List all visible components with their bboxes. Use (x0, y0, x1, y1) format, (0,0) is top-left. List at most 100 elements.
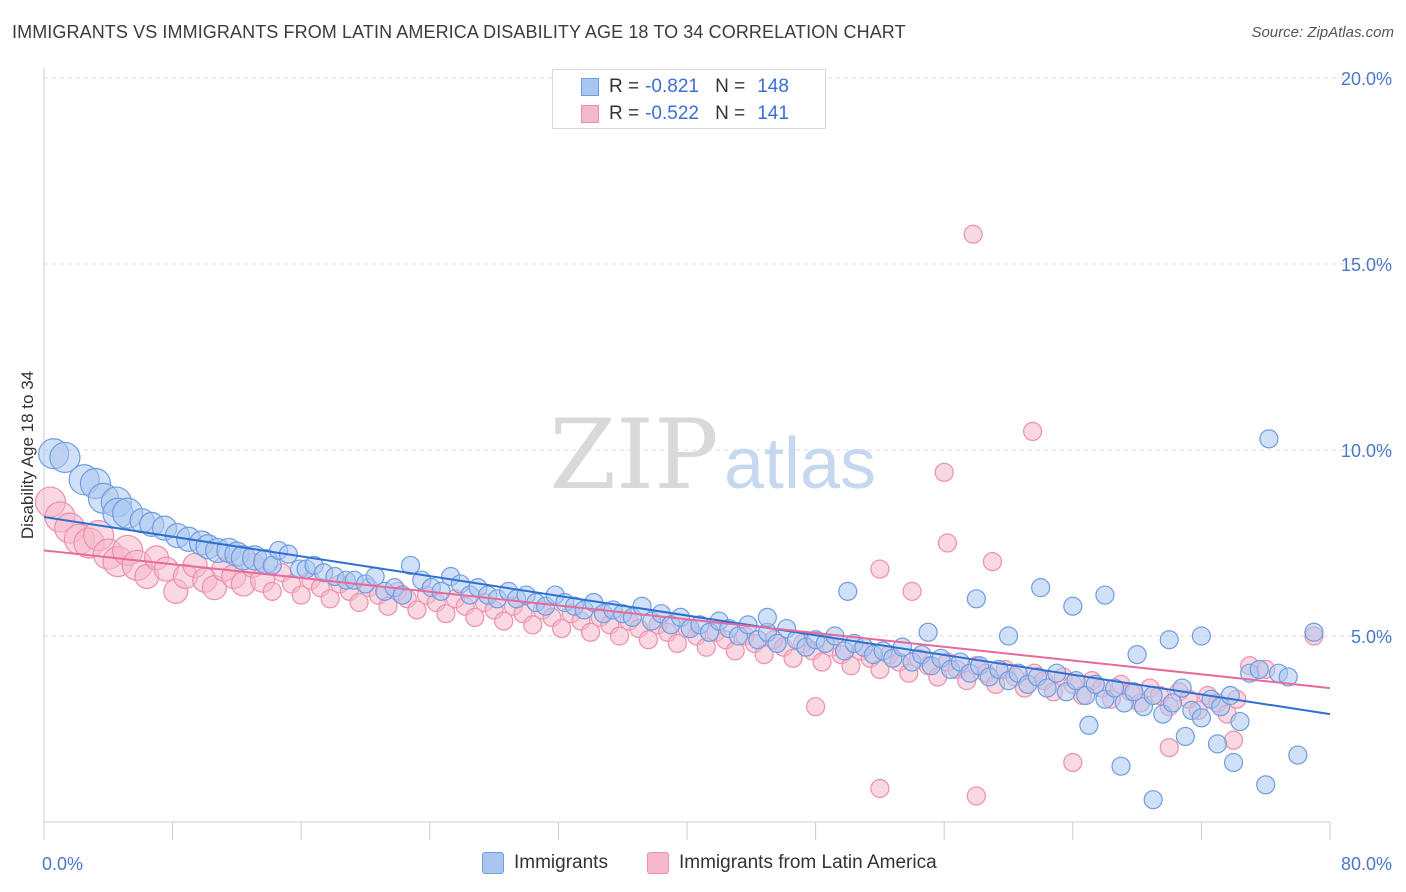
latin-america-point (902, 581, 922, 601)
immigrants-point (1220, 685, 1240, 706)
x-tick-label: 80.0% (1341, 854, 1392, 874)
n-label: N = (715, 103, 746, 124)
correlation-legend: R = -0.821 N = 148 R = -0.522 N = 141 (552, 69, 826, 129)
latin-america-point (436, 604, 456, 624)
immigrants-point (1259, 429, 1279, 449)
immigrants-point (838, 581, 858, 601)
latin-america-point (580, 622, 601, 642)
immigrants-point (1288, 745, 1308, 765)
immigrants-point (1031, 578, 1051, 598)
latin-america-point (805, 697, 826, 717)
latin-america-point (465, 607, 485, 628)
legend-row-immigrants: R = -0.821 N = 148 (553, 74, 789, 100)
immigrants-point (392, 585, 413, 605)
immigrants-point (1278, 667, 1298, 687)
n-value: 141 (757, 103, 789, 124)
chart-title: IMMIGRANTS VS IMMIGRANTS FROM LATIN AMER… (12, 22, 906, 42)
series-latin-america-points (34, 224, 1324, 806)
latin-america-point (982, 551, 1003, 572)
latin-america-point (552, 618, 572, 639)
r-value: -0.522 (645, 103, 699, 124)
latin-america-point (667, 633, 687, 654)
legend-swatch-pink (581, 105, 599, 123)
latin-america-point (349, 592, 369, 613)
immigrants-point (767, 633, 787, 654)
immigrants-point (1143, 790, 1163, 810)
watermark-atlas: atlas (724, 424, 876, 504)
legend-swatch-pink (647, 852, 669, 874)
immigrants-point (1063, 596, 1083, 616)
legend-item-latin-america[interactable]: Immigrants from Latin America (647, 852, 937, 874)
latin-america-point (1223, 730, 1244, 750)
immigrants-point (1159, 630, 1179, 650)
legend-label-immigrants: Immigrants (514, 852, 608, 873)
n-value: 148 (757, 76, 789, 97)
immigrants-point (1256, 775, 1276, 795)
immigrants-point (1104, 678, 1125, 698)
latin-america-trend-line (43, 549, 1331, 690)
y-tick-labels: 5.0% 10.0% 15.0% 20.0% (1341, 69, 1392, 647)
latin-america-point (937, 533, 958, 553)
y-tick-label: 15.0% (1341, 255, 1392, 275)
latin-america-point (934, 462, 954, 482)
y-tick-label: 10.0% (1341, 441, 1392, 461)
latin-america-point (407, 600, 427, 620)
legend-swatch-blue (482, 852, 504, 874)
immigrants-point (757, 607, 777, 628)
immigrants-point (918, 622, 938, 642)
immigrants-point (1175, 726, 1195, 747)
immigrants-point (1304, 622, 1324, 642)
latin-america-point (609, 626, 630, 646)
watermark: ZIP atlas (549, 399, 876, 511)
immigrants-point (1037, 678, 1057, 698)
immigrants-point (1207, 734, 1228, 754)
y-axis-label: Disability Age 18 to 34 (18, 371, 37, 539)
immigrants-point (1127, 644, 1147, 665)
legend-row-latin-america: R = -0.522 N = 141 (553, 101, 789, 127)
latin-america-point (1159, 737, 1179, 758)
x-tick-labels: 0.0% 80.0% (42, 854, 1392, 874)
immigrants-point (1223, 752, 1244, 773)
trend-lines (43, 515, 1331, 716)
y-tick-label: 5.0% (1351, 627, 1392, 647)
immigrants-point (1162, 693, 1183, 713)
latin-america-point (494, 611, 514, 631)
immigrants-point (400, 555, 421, 575)
legend-label-latin-america: Immigrants from Latin America (679, 852, 937, 873)
immigrants-trend-line (43, 515, 1331, 716)
immigrants-point (966, 589, 986, 609)
immigrants-point (1191, 626, 1212, 646)
latin-america-point (320, 589, 340, 609)
latin-america-point (963, 224, 983, 244)
latin-america-point (1063, 752, 1083, 773)
latin-america-point (523, 615, 543, 635)
latin-america-point (870, 778, 890, 799)
immigrants-point (49, 441, 81, 474)
series-legend: Immigrants Immigrants from Latin America (0, 852, 1406, 878)
latin-america-point (638, 630, 659, 650)
r-value: -0.821 (645, 76, 699, 97)
latin-america-point (291, 585, 311, 605)
immigrants-point (1124, 682, 1144, 702)
latin-america-point (812, 652, 832, 672)
n-label: N = (715, 76, 746, 97)
immigrants-point (1085, 674, 1105, 694)
latin-america-point (966, 786, 986, 806)
immigrants-point (1079, 715, 1099, 735)
r-label: R = (609, 103, 640, 124)
immigrants-point (1095, 585, 1115, 605)
latin-america-point (783, 648, 803, 668)
y-tick-label: 20.0% (1341, 69, 1392, 89)
legend-swatch-blue (581, 78, 599, 96)
immigrants-point (1230, 711, 1250, 732)
watermark-zip: ZIP (549, 399, 718, 511)
latin-america-point (262, 581, 282, 601)
r-label: R = (609, 76, 640, 97)
immigrants-point (1172, 678, 1192, 698)
x-tick-label: 0.0% (42, 854, 83, 874)
immigrants-point (1143, 685, 1163, 706)
immigrants-point (1191, 708, 1212, 728)
immigrants-point (1249, 659, 1269, 680)
legend-item-immigrants[interactable]: Immigrants (482, 852, 608, 874)
